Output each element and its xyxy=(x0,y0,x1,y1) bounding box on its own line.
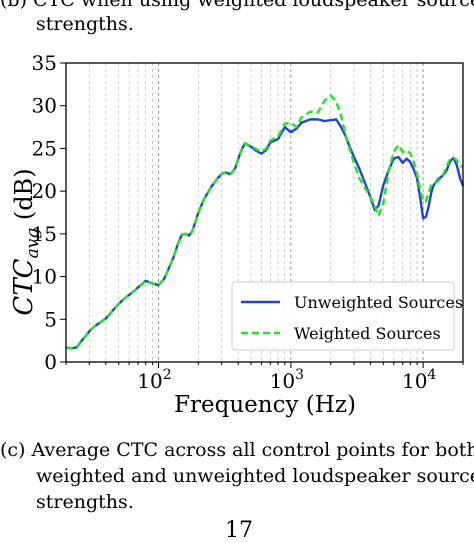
y-axis-label-unit: (dB) xyxy=(10,168,38,227)
legend-label-weighted: Weighted Sources xyxy=(294,324,441,343)
y-tick-label: 20 xyxy=(32,179,57,203)
legend-label-unweighted: Unweighted Sources xyxy=(294,293,463,312)
plot-frame xyxy=(65,62,464,363)
y-tick-label: 25 xyxy=(32,136,57,160)
y-tick-label: 10 xyxy=(32,265,57,289)
bottom-caption-line-1: (c) Average CTC across all control point… xyxy=(0,439,474,461)
y-tick-label: 5 xyxy=(44,307,57,331)
top-caption-line-2: strengths. xyxy=(36,13,134,35)
y-axis-label-subscript: avg xyxy=(23,228,43,259)
y-tick-label: 30 xyxy=(32,94,57,118)
y-tick-label: 15 xyxy=(32,222,57,246)
y-tick-label: 0 xyxy=(44,350,57,374)
x-tick-label: 103 xyxy=(270,367,304,393)
x-tick-label: 102 xyxy=(137,367,171,393)
x-tick-label: 104 xyxy=(402,367,436,393)
y-axis-label: CTCavg (dB) xyxy=(9,168,43,315)
top-caption-line-1: (b) CTC when using weighted loudspeaker … xyxy=(0,0,474,11)
ctc-frequency-chart: 0 5 10 15 20 25 30 35 102 103 104 Frequency (Hz) C… xyxy=(9,51,465,418)
bottom-caption-line-3: strengths. xyxy=(36,491,134,513)
y-axis-label-main: CTC xyxy=(9,258,39,315)
x-axis-label: Frequency (Hz) xyxy=(174,392,356,418)
y-tick-label: 35 xyxy=(32,51,57,75)
legend-box xyxy=(231,281,455,351)
series-line-weighted xyxy=(65,94,464,350)
series-layer xyxy=(65,94,465,350)
legend: Unweighted Sources Weighted Sources xyxy=(231,281,463,351)
page-number: 17 xyxy=(225,518,253,543)
bottom-caption-line-2: weighted and unweighted loudspeaker sour… xyxy=(36,465,474,487)
tick-layer: 0 5 10 15 20 25 30 35 102 103 104 xyxy=(32,51,464,393)
